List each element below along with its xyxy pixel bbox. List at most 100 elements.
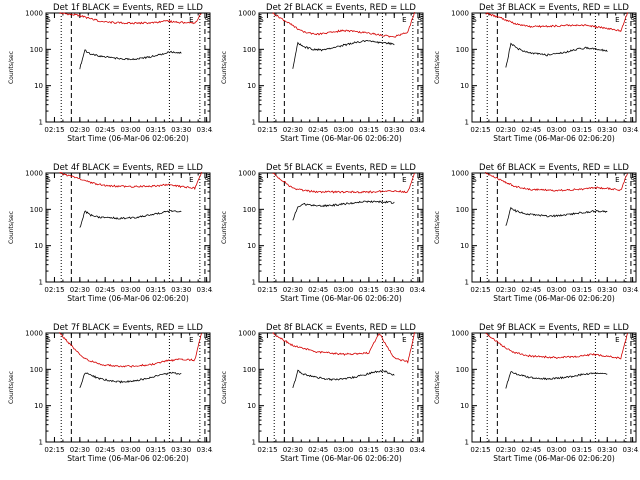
plot-frame <box>45 12 211 123</box>
x-tick-label: 03:15 <box>572 286 592 294</box>
y-tick-label: 1000 <box>451 10 469 18</box>
x-tick-label: 03:30 <box>171 286 191 294</box>
chart-panel-5: Det 5f BLACK = Events, RED = LLD 1 10 100 10… <box>221 163 426 303</box>
x-tick-label: 02:45 <box>95 126 115 134</box>
x-axis-label: Start Time (06-Mar-06 02:06:20) <box>280 454 402 463</box>
y-tick-label: 10 <box>247 242 256 250</box>
chart-title: Det 6f BLACK = Events, RED = LLD <box>479 163 629 173</box>
y-tick-label: 1000 <box>238 170 256 178</box>
event-marker: E <box>189 176 193 184</box>
x-tick-label: 03:15 <box>359 286 379 294</box>
event-marker: S <box>46 336 51 344</box>
chart-title: Det 2f BLACK = Events, RED = LLD <box>266 3 416 13</box>
event-marker: S <box>204 176 209 184</box>
chart-title: Det 1f BLACK = Events, RED = LLD <box>53 3 203 13</box>
x-tick-label: 03:45 <box>410 286 426 294</box>
x-axis-label: Start Time (06-Mar-06 02:06:20) <box>280 294 402 303</box>
event-marker: S <box>46 16 51 24</box>
plot-frame <box>471 172 637 283</box>
chart-title: Det 8f BLACK = Events, RED = LLD <box>266 323 416 333</box>
y-tick-label: 1 <box>252 439 256 447</box>
y-tick-label: 1 <box>39 119 43 127</box>
x-tick-label: 03:45 <box>197 126 213 134</box>
events-series-line <box>79 210 182 228</box>
lld-series-line <box>272 332 415 364</box>
lld-series-line <box>485 12 628 33</box>
y-tick-label: 100 <box>30 206 43 214</box>
y-tick-label: 10 <box>247 402 256 410</box>
event-marker: S <box>417 16 422 24</box>
event-marker: E <box>615 176 619 184</box>
chart-panel-8: Det 8f BLACK = Events, RED = LLD 1 10 100 10… <box>221 323 426 463</box>
event-marker: E <box>189 16 193 24</box>
x-tick-label: 02:45 <box>95 286 115 294</box>
y-tick-label: 1000 <box>238 330 256 338</box>
y-axis-label: Counts/sec <box>221 211 228 244</box>
chart-title: Det 9f BLACK = Events, RED = LLD <box>479 323 629 333</box>
event-marker: S <box>204 16 209 24</box>
chart-title: Det 5f BLACK = Events, RED = LLD <box>266 163 416 173</box>
y-tick-label: 100 <box>243 46 256 54</box>
y-tick-label: 10 <box>460 82 469 90</box>
chart-title: Det 3f BLACK = Events, RED = LLD <box>479 3 629 13</box>
x-tick-label: 03:30 <box>171 126 191 134</box>
event-marker: E <box>402 176 406 184</box>
x-axis-label: Start Time (06-Mar-06 02:06:20) <box>67 454 189 463</box>
y-tick-label: 10 <box>247 82 256 90</box>
x-tick-label: 03:00 <box>546 286 566 294</box>
x-tick-label: 02:45 <box>308 446 328 454</box>
y-tick-label: 10 <box>460 242 469 250</box>
x-tick-label: 02:45 <box>95 446 115 454</box>
event-marker: S <box>259 176 264 184</box>
x-tick-label: 03:00 <box>546 126 566 134</box>
x-tick-label: 02:15 <box>257 126 277 134</box>
event-marker: S <box>204 336 209 344</box>
y-tick-label: 10 <box>34 242 43 250</box>
y-axis-label: Counts/sec <box>8 211 15 244</box>
x-tick-label: 02:30 <box>496 446 516 454</box>
plot-frame <box>258 172 424 283</box>
x-tick-label: 03:45 <box>197 286 213 294</box>
event-marker: S <box>630 16 635 24</box>
y-tick-label: 1000 <box>451 170 469 178</box>
y-tick-label: 1000 <box>451 330 469 338</box>
event-marker: S <box>259 336 264 344</box>
event-marker: E <box>402 336 406 344</box>
x-axis-label: Start Time (06-Mar-06 02:06:20) <box>493 454 615 463</box>
x-tick-label: 03:30 <box>384 446 404 454</box>
y-tick-label: 1 <box>252 119 256 127</box>
x-tick-label: 03:45 <box>410 446 426 454</box>
lld-series-line <box>485 333 628 360</box>
chart-panel-3: Det 3f BLACK = Events, RED = LLD 1 10 100 10… <box>434 3 639 143</box>
chart-panel-7: Det 7f BLACK = Events, RED = LLD 1 10 100 10… <box>8 323 213 463</box>
events-series-line <box>505 206 608 226</box>
x-tick-label: 03:15 <box>146 446 166 454</box>
x-axis-label: Start Time (06-Mar-06 02:06:20) <box>493 134 615 143</box>
x-tick-label: 02:45 <box>521 286 541 294</box>
lld-series-line <box>272 172 415 194</box>
x-tick-label: 03:45 <box>197 446 213 454</box>
x-tick-label: 03:30 <box>384 286 404 294</box>
x-tick-label: 03:30 <box>171 446 191 454</box>
y-axis-label: Counts/sec <box>434 51 441 84</box>
y-tick-label: 1 <box>39 439 43 447</box>
x-tick-label: 03:30 <box>597 446 617 454</box>
events-series-line <box>79 371 182 388</box>
event-marker: S <box>472 176 477 184</box>
lld-series-line <box>485 171 628 192</box>
y-tick-label: 100 <box>30 46 43 54</box>
plot-frame <box>45 332 211 443</box>
x-tick-label: 02:15 <box>470 286 490 294</box>
x-tick-label: 02:30 <box>283 286 303 294</box>
x-tick-label: 02:45 <box>521 446 541 454</box>
y-tick-label: 1 <box>39 279 43 287</box>
events-series-line <box>505 42 608 68</box>
x-tick-label: 03:15 <box>359 446 379 454</box>
x-axis-label: Start Time (06-Mar-06 02:06:20) <box>67 134 189 143</box>
plot-frame <box>45 172 211 283</box>
x-tick-label: 03:45 <box>410 126 426 134</box>
plot-frame <box>258 332 424 443</box>
x-tick-label: 02:45 <box>308 286 328 294</box>
x-tick-label: 03:30 <box>384 126 404 134</box>
